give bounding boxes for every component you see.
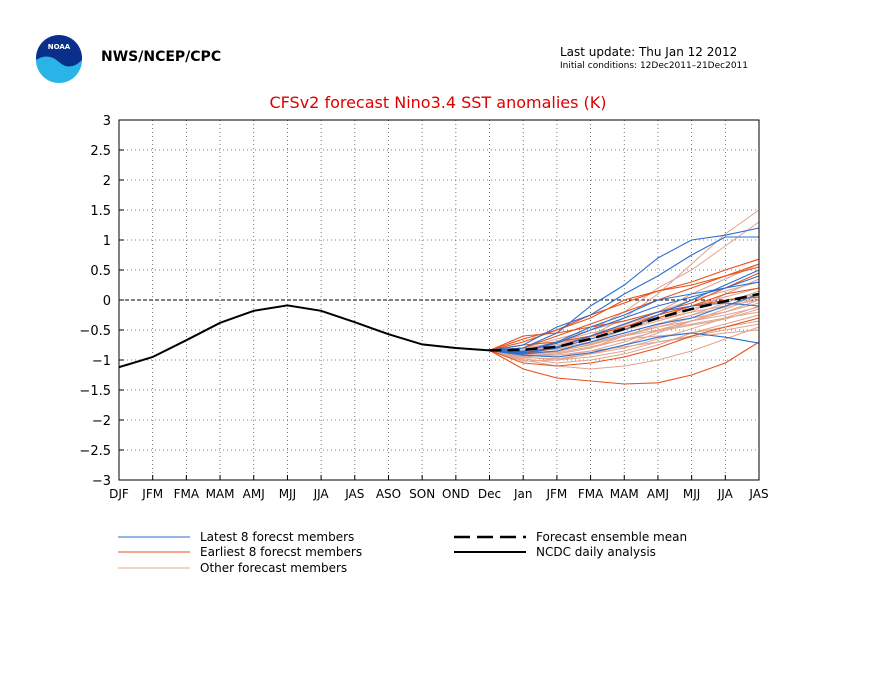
last-update-label: Last update: Thu Jan 12 2012	[560, 45, 737, 59]
y-tick-label: 2.5	[90, 144, 111, 159]
grid-lines	[119, 120, 759, 480]
earliest-member-line	[489, 258, 760, 351]
ensemble-mean-series	[489, 292, 760, 352]
x-tick-label: JAS	[344, 487, 364, 501]
latest-member-line	[489, 227, 760, 351]
x-tick-label: MJJ	[683, 487, 700, 501]
x-tick-label: Dec	[478, 487, 501, 501]
y-tick-label: −2	[92, 414, 111, 429]
initial-conditions-label: Initial conditions: 12Dec2011–21Dec2011	[560, 61, 748, 71]
y-axis-ticks: 3 2.5 2 1.5 1 0.5 0 −0.5 −1 −1.5 −2 −2.5 −3	[79, 114, 124, 489]
other-member-line	[489, 326, 760, 370]
x-tick-label: JJA	[313, 487, 330, 501]
y-tick-label: −3	[92, 474, 111, 489]
other-member-line	[489, 263, 760, 351]
x-tick-label: AMJ	[647, 487, 669, 501]
latest-member-line	[489, 302, 760, 354]
y-tick-label: 3	[103, 114, 111, 129]
earliest-members-series	[489, 258, 760, 385]
y-tick-label: −2.5	[79, 444, 111, 459]
agency-label: NWS/NCEP/CPC	[101, 49, 221, 65]
y-tick-label: 2	[103, 174, 111, 189]
legend-latest-label: Latest 8 forecst members	[200, 530, 354, 544]
y-tick-label: 0.5	[90, 264, 111, 279]
x-tick-label: ASO	[376, 487, 401, 501]
x-tick-label: SON	[409, 487, 435, 501]
x-axis-ticks: DJF JFM FMA MAM AMJ MJJ JJA JAS ASO SON OND Dec Jan J…	[109, 475, 769, 501]
x-tick-label: JJA	[717, 487, 734, 501]
x-tick-label: JFM	[141, 487, 163, 501]
x-tick-label: OND	[442, 487, 470, 501]
legend-mean-label: Forecast ensemble mean	[536, 530, 687, 544]
other-member-line	[489, 314, 760, 364]
noaa-logo: NOAA	[36, 35, 82, 83]
latest-member-line	[489, 236, 759, 351]
x-tick-label: MJJ	[279, 487, 296, 501]
y-tick-label: −0.5	[79, 324, 111, 339]
earliest-member-line	[489, 272, 760, 351]
earliest-member-line	[489, 296, 760, 351]
x-tick-label: MAM	[206, 487, 235, 501]
ensemble-mean-line	[489, 292, 760, 352]
noaa-logo-text: NOAA	[48, 43, 71, 51]
y-tick-label: −1	[92, 354, 111, 369]
ncdc-analysis-series	[118, 304, 490, 369]
earliest-member-line	[489, 317, 760, 367]
latest-member-line	[489, 293, 760, 355]
x-tick-label: JFM	[545, 487, 567, 501]
latest-member-line	[489, 332, 760, 358]
y-tick-label: 0	[103, 294, 111, 309]
x-tick-label: MAM	[610, 487, 639, 501]
legend: Latest 8 forecst members Earliest 8 fore…	[118, 530, 687, 575]
legend-earliest-label: Earliest 8 forecst members	[200, 545, 362, 559]
x-tick-label: JAS	[748, 487, 768, 501]
legend-analysis-label: NCDC daily analysis	[536, 545, 656, 559]
ncdc-analysis-line	[118, 304, 490, 369]
y-tick-label: 1	[103, 234, 111, 249]
earliest-member-line	[489, 341, 760, 385]
earliest-member-line	[489, 266, 760, 351]
x-tick-label: DJF	[109, 487, 129, 501]
other-member-line	[489, 305, 760, 360]
legend-other-label: Other forecast members	[200, 561, 347, 575]
y-tick-label: −1.5	[79, 384, 111, 399]
y-tick-label: 1.5	[90, 204, 111, 219]
other-member-line	[489, 323, 760, 362]
other-member-line	[489, 296, 760, 358]
x-tick-label: Jan	[513, 487, 533, 501]
x-tick-label: FMA	[578, 487, 604, 501]
x-tick-label: FMA	[174, 487, 200, 501]
x-tick-label: AMJ	[243, 487, 265, 501]
chart-title: CFSv2 forecast Nino3.4 SST anomalies (K)	[269, 93, 606, 112]
